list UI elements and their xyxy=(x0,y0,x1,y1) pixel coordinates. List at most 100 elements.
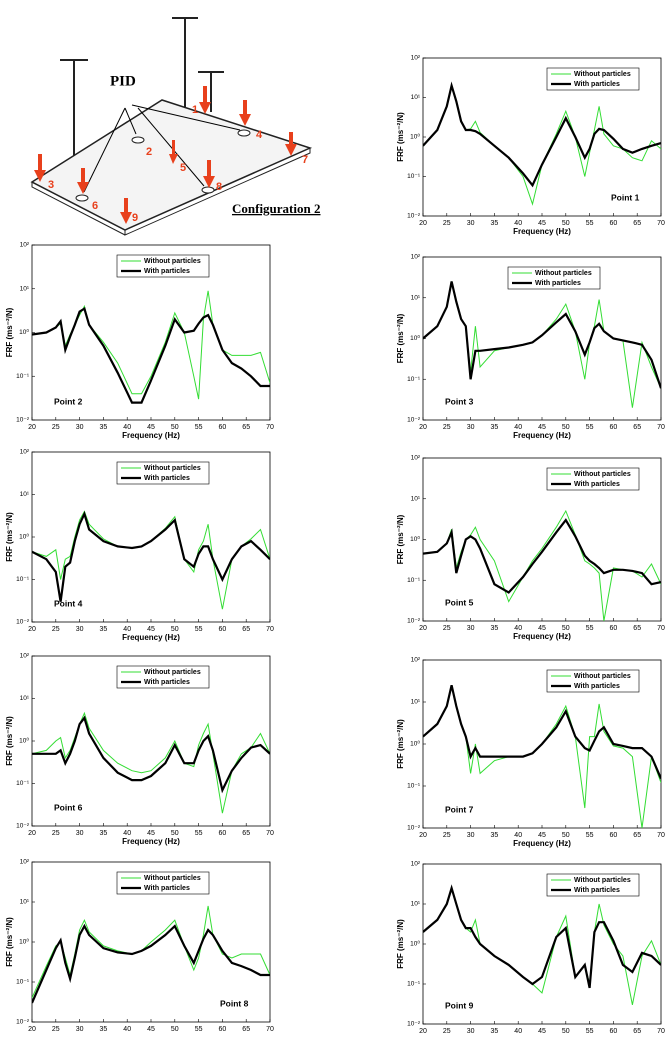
x-tick-label: 65 xyxy=(633,424,641,431)
point-annotation: Point 9 xyxy=(445,1000,474,1010)
x-tick-label: 65 xyxy=(633,220,641,227)
x-tick-label: 20 xyxy=(28,424,36,431)
x-tick-label: 35 xyxy=(100,424,108,431)
legend-label: Without particles xyxy=(574,471,631,478)
x-tick-label: 45 xyxy=(538,1028,546,1035)
y-tick-label: 10² xyxy=(411,55,421,62)
y-tick-label: 10⁻¹ xyxy=(407,981,421,988)
x-tick-label: 40 xyxy=(514,625,522,632)
x-tick-label: 70 xyxy=(266,626,274,633)
x-tick-label: 60 xyxy=(610,424,618,431)
x-tick-label: 45 xyxy=(538,220,546,227)
x-tick-label: 50 xyxy=(562,220,570,227)
series-line xyxy=(423,518,661,594)
y-tick-label: 10⁰ xyxy=(410,133,420,141)
chart-panel: 20 25 30 35 40 45 50 55 60 65 70 10⁻² 10⁻¹ 10⁰ 10¹ 10² F… xyxy=(396,254,665,440)
y-tick-label: 10⁻² xyxy=(16,823,30,830)
x-tick-label: 45 xyxy=(147,1026,155,1033)
x-tick-label: 50 xyxy=(171,626,179,633)
chart-panel: 20 25 30 35 40 45 50 55 60 65 70 10⁻² 10⁻¹ 10⁰ 10¹ 10² F… xyxy=(5,653,274,846)
y-tick-label: 10⁻² xyxy=(407,1021,421,1028)
plot-area xyxy=(423,884,661,1005)
y-tick-label: 10⁻¹ xyxy=(16,576,30,583)
x-tick-label: 55 xyxy=(195,626,203,633)
x-tick-label: 50 xyxy=(171,1026,179,1033)
x-tick-label: 20 xyxy=(419,1028,427,1035)
y-tick-label: 10⁻¹ xyxy=(16,373,30,380)
x-tick-label: 35 xyxy=(491,625,499,632)
x-tick-label: 55 xyxy=(586,424,594,431)
point-annotation: Point 2 xyxy=(54,396,83,406)
point-label: 4 xyxy=(256,129,263,141)
x-tick-label: 25 xyxy=(443,424,451,431)
x-tick-label: 40 xyxy=(514,424,522,431)
x-axis-label: Frequency (Hz) xyxy=(513,431,571,440)
y-tick-label: 10² xyxy=(411,254,421,261)
legend-label: Without particles xyxy=(144,875,201,882)
series-line xyxy=(423,81,661,188)
x-tick-label: 20 xyxy=(28,626,36,633)
x-tick-label: 30 xyxy=(467,625,475,632)
x-tick-label: 70 xyxy=(657,832,665,839)
x-tick-label: 60 xyxy=(610,220,618,227)
y-tick-label: 10⁰ xyxy=(410,940,420,948)
series-line xyxy=(423,884,661,989)
y-axis-label: FRF (ms⁻²/N) xyxy=(396,514,405,564)
x-tick-label: 35 xyxy=(491,220,499,227)
y-tick-label: 10¹ xyxy=(411,901,421,908)
x-tick-label: 70 xyxy=(266,424,274,431)
series-line xyxy=(423,509,661,621)
x-tick-label: 30 xyxy=(76,626,84,633)
x-tick-label: 20 xyxy=(419,424,427,431)
chart-panel: 20 25 30 35 40 45 50 55 60 65 70 10⁻² 10⁻¹ 10⁰ 10¹ 10² F… xyxy=(396,455,665,641)
point-annotation: Point 3 xyxy=(445,396,474,406)
y-tick-label: 10¹ xyxy=(20,491,30,498)
plot-area xyxy=(423,509,661,621)
x-tick-label: 70 xyxy=(266,1026,274,1033)
legend-label: With particles xyxy=(574,887,620,894)
x-tick-label: 60 xyxy=(610,625,618,632)
x-tick-label: 55 xyxy=(586,625,594,632)
y-axis-label: FRF (ms⁻²/N) xyxy=(5,716,14,766)
x-tick-label: 50 xyxy=(562,1028,570,1035)
x-tick-label: 25 xyxy=(443,625,451,632)
y-tick-label: 10⁻² xyxy=(16,1019,30,1026)
chart-panel: 20 25 30 35 40 45 50 55 60 65 70 10⁻² 10⁻¹ 10⁰ 10¹ 10² F… xyxy=(5,449,274,642)
x-tick-label: 40 xyxy=(123,830,131,837)
y-tick-label: 10² xyxy=(20,242,30,249)
y-tick-label: 10² xyxy=(411,455,421,462)
point-annotation: Point 7 xyxy=(445,804,474,814)
y-tick-label: 10⁻² xyxy=(16,417,30,424)
x-tick-label: 60 xyxy=(610,832,618,839)
y-tick-label: 10⁻² xyxy=(407,825,421,832)
y-axis-label: FRF (ms⁻²/N) xyxy=(396,919,405,969)
chart-panel: 20 25 30 35 40 45 50 55 60 65 70 10⁻² 10⁻¹ 10⁰ 10¹ 10² F… xyxy=(5,859,274,1033)
x-axis-label: Frequency (Hz) xyxy=(513,632,571,641)
point-annotation: Point 6 xyxy=(54,802,83,812)
x-tick-label: 50 xyxy=(562,625,570,632)
y-tick-label: 10² xyxy=(411,861,421,868)
y-tick-label: 10⁰ xyxy=(410,535,420,543)
point-label: 5 xyxy=(180,162,186,174)
point-annotation: Point 4 xyxy=(54,598,83,608)
x-axis-label: Frequency (Hz) xyxy=(122,633,180,642)
x-tick-label: 70 xyxy=(657,1028,665,1035)
y-tick-label: 10² xyxy=(20,653,30,660)
x-tick-label: 45 xyxy=(147,424,155,431)
y-axis-label: FRF (ms⁻²/N) xyxy=(396,112,405,162)
x-tick-label: 45 xyxy=(538,832,546,839)
point-label: 9 xyxy=(132,212,138,224)
series-line xyxy=(32,715,270,794)
point-annotation: Point 1 xyxy=(611,192,640,202)
series-line xyxy=(32,510,270,602)
x-tick-label: 20 xyxy=(28,1026,36,1033)
x-tick-label: 65 xyxy=(242,424,250,431)
plot-area xyxy=(32,711,270,814)
y-tick-label: 10⁰ xyxy=(410,740,420,748)
plot-area xyxy=(32,905,270,1004)
series-line xyxy=(423,685,661,780)
x-tick-label: 30 xyxy=(467,220,475,227)
x-tick-label: 65 xyxy=(242,626,250,633)
legend-label: With particles xyxy=(535,280,581,287)
